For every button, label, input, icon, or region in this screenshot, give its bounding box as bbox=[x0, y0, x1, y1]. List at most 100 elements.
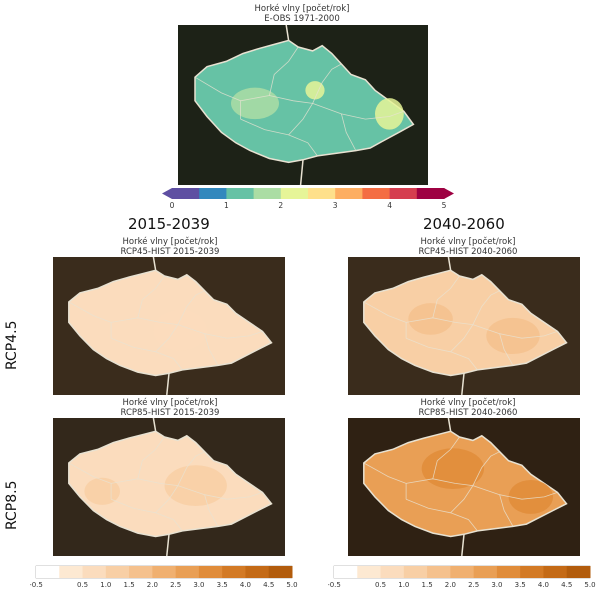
column-title-2040-2060: 2040-2060 bbox=[423, 215, 505, 233]
panel-title-rcp45-2015-line2: RCP45-HIST 2015-2039 bbox=[120, 247, 220, 257]
colorbar-tick-label: 2.5 bbox=[468, 581, 479, 589]
colorbar-segment-4 bbox=[129, 566, 153, 578]
colorbar-segment-9 bbox=[543, 566, 568, 578]
value-patch-0 bbox=[164, 465, 227, 506]
colorbar-extend-min bbox=[162, 188, 172, 199]
region-border-2 bbox=[432, 275, 460, 318]
colorbar-segment-6 bbox=[335, 188, 363, 199]
panel-title-rcp85-2040: Horké vlny [počet/rok] RCP85-HIST 2040-2… bbox=[398, 398, 538, 418]
colorbar-tick-label: 3.5 bbox=[217, 581, 228, 589]
colorbar-segment-2 bbox=[380, 566, 405, 578]
colorbar-segment-5 bbox=[152, 566, 177, 578]
colorbar-segment-9 bbox=[245, 566, 270, 578]
colorbar-segment-7 bbox=[496, 566, 521, 578]
region-border-7 bbox=[155, 324, 179, 353]
value-patch-1 bbox=[508, 479, 554, 514]
map-rcp85-2015-2039 bbox=[53, 418, 285, 556]
colorbar-segment-2 bbox=[226, 188, 255, 199]
region-border-1 bbox=[111, 317, 178, 325]
colorbar-tick-label: 0 bbox=[170, 201, 175, 210]
border-extension bbox=[461, 373, 465, 395]
colorbar-tick-label: 0.5 bbox=[77, 581, 88, 589]
colorbar-tick-label: 5 bbox=[442, 201, 447, 210]
border-extension bbox=[461, 534, 465, 556]
top-colorbar: 0 1 2 3 4 5 bbox=[162, 188, 454, 210]
colorbar-segment-1 bbox=[59, 566, 84, 578]
colorbar-tick-label: 4.0 bbox=[538, 581, 549, 589]
colorbar-segment-6 bbox=[473, 566, 498, 578]
colorbar-tick-label: 3.5 bbox=[515, 581, 526, 589]
region-border-7 bbox=[155, 485, 179, 514]
region-border-5 bbox=[472, 485, 558, 500]
region-border-2 bbox=[269, 46, 299, 96]
value-patch-0 bbox=[408, 303, 453, 335]
colorbar-segment-8 bbox=[222, 566, 246, 578]
region-border-5 bbox=[177, 485, 263, 500]
colorbar-tick-label: 2.0 bbox=[445, 581, 456, 589]
region-border-3 bbox=[472, 451, 500, 486]
colorbar-left: -0.5 0.5 1.0 1.5 2.0 2.5 3.0 3.5 4.0 4.5 5.0 bbox=[30, 565, 298, 589]
row-label-rcp45: RCP4.5 bbox=[4, 320, 20, 370]
panel-title-rcp45-2015-line1: Horké vlny [počet/rok] bbox=[122, 237, 218, 247]
colorbar-tick-label: 2.0 bbox=[147, 581, 158, 589]
river-line bbox=[152, 257, 157, 271]
colorbar-segment-2 bbox=[82, 566, 107, 578]
colorbar-segment-6 bbox=[175, 566, 200, 578]
colorbar-segment-3 bbox=[105, 566, 130, 578]
colorbar-segment-10 bbox=[268, 566, 293, 578]
region-border-3 bbox=[177, 451, 205, 486]
region-border-2 bbox=[137, 436, 165, 479]
colorbar-segment-0 bbox=[36, 566, 60, 578]
colorbar-segment-7 bbox=[362, 188, 391, 199]
colorbar-tick-label: -0.5 bbox=[328, 581, 341, 589]
colorbar-segment-8 bbox=[389, 188, 418, 199]
region-border-6 bbox=[204, 333, 219, 366]
river-line bbox=[447, 257, 452, 271]
colorbar-extend-max bbox=[444, 188, 454, 199]
colorbar-tick-label: 1.0 bbox=[398, 581, 409, 589]
colorbar-tick-label: 1 bbox=[224, 201, 229, 210]
region-border-6 bbox=[499, 494, 514, 527]
colorbar-tick-label: 1.5 bbox=[124, 581, 135, 589]
colorbar-tick-label: 5.0 bbox=[584, 581, 595, 589]
panel-title-rcp85-2015: Horké vlny [počet/rok] RCP85-HIST 2015-2… bbox=[100, 398, 240, 418]
colorbar-segment-7 bbox=[198, 566, 223, 578]
value-patch-1 bbox=[375, 98, 404, 130]
map-rcp45-2015-2039 bbox=[53, 257, 285, 395]
colorbar-tick-label: 2 bbox=[278, 201, 283, 210]
colorbar-segment-4 bbox=[280, 188, 309, 199]
colorbar-tick-label: 4.0 bbox=[240, 581, 251, 589]
colorbar-segment-8 bbox=[520, 566, 544, 578]
region-border-2 bbox=[137, 275, 165, 318]
border-extension bbox=[166, 373, 170, 395]
region-border-0 bbox=[68, 301, 112, 339]
region-border-3 bbox=[177, 290, 205, 325]
panel-title-rcp85-2040-line2: RCP85-HIST 2040-2060 bbox=[418, 408, 518, 418]
map-rcp85-2040-2060 bbox=[348, 418, 580, 556]
colorbar-tick-label: 1.0 bbox=[100, 581, 111, 589]
colorbar-tick-label: 0.5 bbox=[375, 581, 386, 589]
region-border-5 bbox=[472, 324, 558, 339]
region-border-2 bbox=[432, 436, 460, 479]
region-border-1 bbox=[240, 95, 313, 104]
colorbar-segment-0 bbox=[172, 188, 200, 199]
colorbar-segment-1 bbox=[357, 566, 382, 578]
region-border-1 bbox=[111, 478, 178, 486]
value-patch-0 bbox=[421, 448, 485, 490]
region-border-0 bbox=[194, 76, 241, 120]
colorbar-tick-label: 4.5 bbox=[263, 581, 274, 589]
border-extension bbox=[299, 159, 304, 185]
colorbar-segment-10 bbox=[566, 566, 591, 578]
top-panel-title-line2: E-OBS 1971-2000 bbox=[264, 14, 340, 24]
panel-title-rcp85-2015-line1: Horké vlny [počet/rok] bbox=[122, 398, 218, 408]
colorbar-tick-label: 3 bbox=[333, 201, 338, 210]
top-panel-title: Horké vlny [počet/rok] E-OBS 1971-2000 bbox=[232, 4, 372, 24]
region-border-7 bbox=[450, 324, 474, 353]
colorbar-tick-label: 3.0 bbox=[193, 581, 204, 589]
colorbar-tick-label: 4.5 bbox=[561, 581, 572, 589]
top-panel-title-line1: Horké vlny [počet/rok] bbox=[254, 4, 350, 14]
colorbar-tick-label: 5.0 bbox=[286, 581, 297, 589]
river-line bbox=[152, 418, 157, 432]
panel-title-rcp85-2015-line2: RCP85-HIST 2015-2039 bbox=[120, 408, 220, 418]
region-border-3 bbox=[472, 290, 500, 325]
